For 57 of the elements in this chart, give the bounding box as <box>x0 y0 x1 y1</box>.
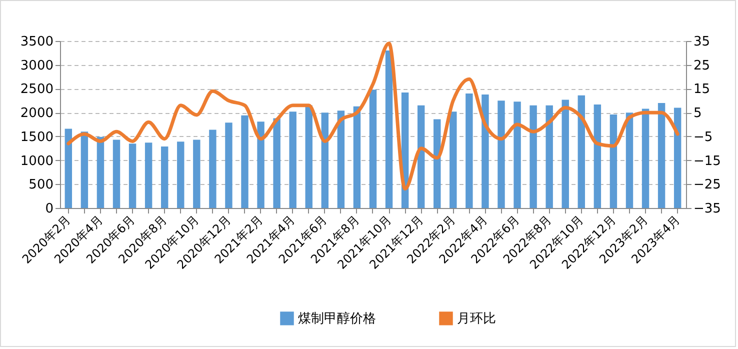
y2-tick-label: 5 <box>694 106 702 122</box>
y-tick-label: 2000 <box>20 106 54 122</box>
bar <box>369 90 377 208</box>
bar <box>530 105 537 208</box>
bar <box>642 108 650 208</box>
bar <box>337 110 345 208</box>
y-tick-label: 1500 <box>20 130 54 145</box>
bar <box>128 144 136 208</box>
y2-tick-label: 15 <box>694 82 710 98</box>
bar <box>177 142 184 208</box>
bar <box>450 112 457 208</box>
bar <box>209 130 216 208</box>
y-tick-label: 0 <box>45 202 54 216</box>
bar <box>514 102 521 208</box>
bar <box>498 100 505 208</box>
bar <box>578 95 586 208</box>
bar <box>225 122 232 208</box>
bar <box>594 104 602 208</box>
bar <box>257 122 264 208</box>
bar <box>434 119 441 208</box>
y2-tick-label: 25 <box>694 58 710 74</box>
bar <box>321 112 329 208</box>
bar <box>96 136 104 208</box>
bar <box>273 118 280 208</box>
bar <box>658 103 666 208</box>
bar <box>610 114 618 208</box>
bar <box>546 105 553 208</box>
y-tick-label: 3000 <box>20 58 54 74</box>
y-tick-label: 3500 <box>20 34 54 50</box>
bar <box>241 115 248 208</box>
bar <box>562 100 569 208</box>
y-tick-label: 2500 <box>20 82 54 98</box>
bar <box>80 132 88 208</box>
y2-tick-label: −5 <box>694 130 713 145</box>
bar <box>160 146 168 208</box>
y2-tick-label: 35 <box>694 34 710 50</box>
y2-tick-label: −25 <box>694 178 721 193</box>
y-tick-label: 1000 <box>20 154 54 169</box>
bar <box>289 112 296 208</box>
line-series <box>66 42 680 191</box>
legend-label: 煤制甲醇价格 <box>298 311 376 326</box>
bar <box>626 112 634 208</box>
bar <box>193 140 200 208</box>
bar <box>417 105 425 208</box>
y-tick-label: 500 <box>28 178 54 193</box>
bar <box>385 50 393 208</box>
y2-tick-label: −35 <box>694 202 721 216</box>
bar <box>144 142 152 208</box>
bar <box>674 108 682 208</box>
bar <box>112 140 120 208</box>
y2-tick-label: −15 <box>694 154 721 169</box>
bar <box>64 128 72 208</box>
bar <box>305 105 312 208</box>
bar <box>466 93 473 208</box>
bar <box>482 94 489 208</box>
legend-label: 月环比 <box>457 311 496 326</box>
bar <box>353 106 361 208</box>
